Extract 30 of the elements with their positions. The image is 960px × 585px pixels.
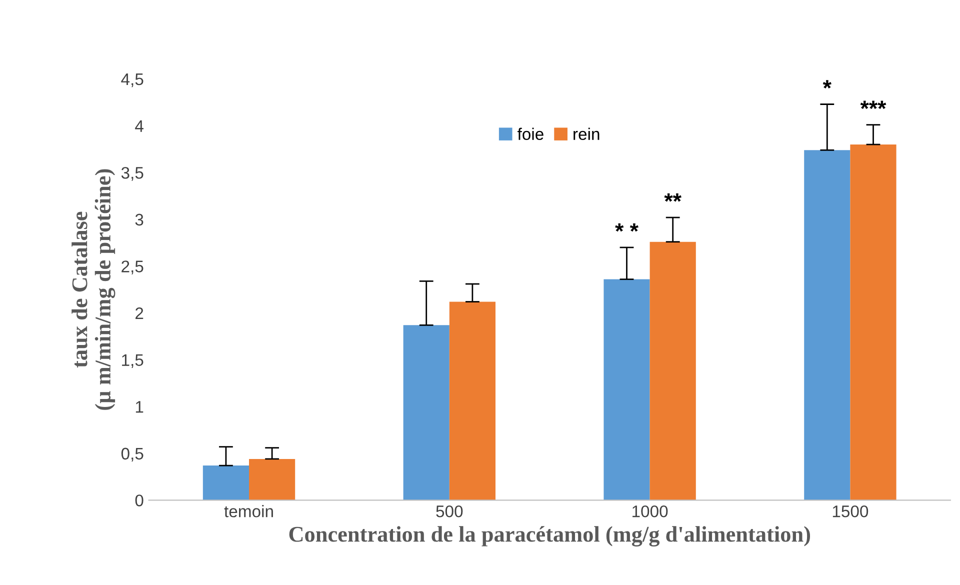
x-axis-title: Concentration de la paracétamol (mg/g d'alimentation) — [289, 526, 810, 546]
annotation: * — [822, 80, 832, 88]
x-tick-label: 500 — [436, 505, 463, 518]
annotation: *** — [860, 100, 886, 110]
bar — [202, 466, 249, 500]
y-tick-label: 3,5 — [121, 166, 144, 181]
y-tick-label: 4 — [135, 120, 144, 132]
y-tick-label: 2 — [136, 307, 144, 320]
y-tick-label: 1,5 — [122, 354, 144, 368]
bar — [449, 302, 496, 500]
y-axis-title: taux de Catalase (µ m/min/mg de protéine) — [72, 169, 116, 410]
bar — [804, 150, 850, 500]
bar — [604, 279, 650, 500]
y-tick-label: 0,5 — [121, 448, 144, 462]
x-tick-label: 1000 — [632, 505, 668, 518]
x-tick-label: 1500 — [832, 505, 868, 518]
legend-label: rein — [574, 128, 600, 140]
y-tick-label: 4,5 — [121, 74, 144, 88]
y-tick-label: 2,5 — [122, 260, 144, 274]
bar — [403, 325, 450, 500]
bar — [650, 242, 696, 500]
annotation: * * — [615, 223, 638, 232]
annotation: ** — [664, 193, 682, 202]
y-tick-label: 1 — [136, 401, 144, 413]
x-tick-label: temoin — [224, 505, 273, 518]
bar — [249, 458, 296, 500]
y-tick-label: 0 — [135, 494, 144, 506]
bar — [850, 144, 896, 500]
y-tick-label: 3 — [135, 214, 144, 226]
legend-label: foie — [518, 128, 544, 140]
